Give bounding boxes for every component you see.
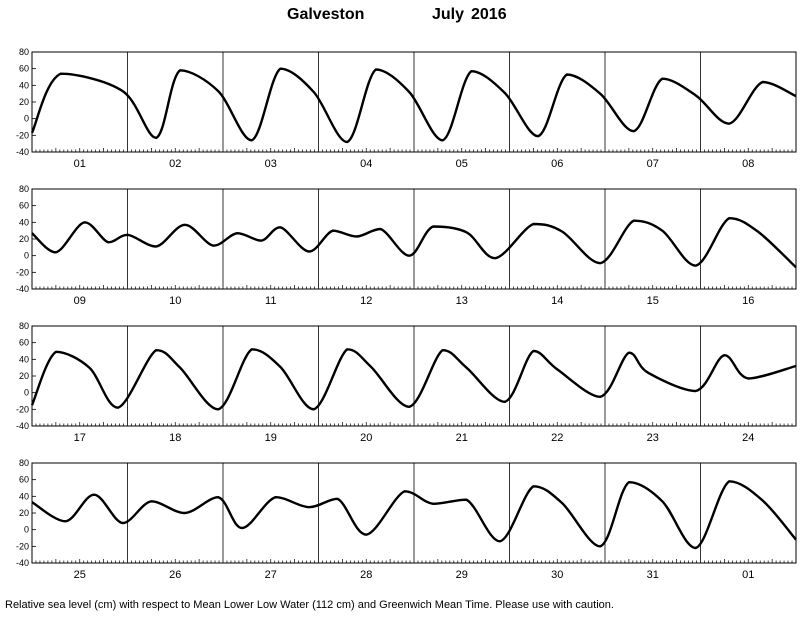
day-label: 20	[360, 432, 372, 444]
y-tick-label: 0	[24, 114, 29, 124]
day-label: 26	[169, 569, 181, 581]
day-label: 21	[456, 432, 468, 444]
day-label: 09	[74, 295, 86, 307]
day-label: 05	[456, 158, 468, 170]
tide-curve	[31, 216, 797, 269]
day-label: 24	[742, 432, 754, 444]
footer-note: Relative sea level (cm) with respect to …	[5, 599, 614, 611]
day-label: 11	[265, 295, 276, 307]
y-tick-label: -20	[16, 130, 29, 140]
day-label: 06	[551, 158, 563, 170]
day-label: 15	[647, 295, 659, 307]
day-label: 27	[265, 569, 277, 581]
day-label: 10	[169, 295, 181, 307]
tide-panel-4: -40 -20 0 20 40 60 80 25 26 27 28 29 30 31 01	[16, 458, 797, 581]
tide-panel-3: -40 -20 0 20 40 60 80 17 18 19 20 21 22 23 24	[16, 321, 797, 444]
y-tick-label: 20	[19, 234, 29, 244]
day-label: 22	[551, 432, 563, 444]
day-label: 17	[74, 432, 86, 444]
y-tick-label: -40	[16, 558, 29, 568]
day-label: 19	[265, 432, 277, 444]
y-tick-label: 60	[19, 64, 29, 74]
day-label: 14	[551, 295, 563, 307]
y-tick-label: 80	[19, 47, 29, 57]
y-tick-label: 80	[19, 458, 29, 468]
tide-panel-2: -40 -20 0 20 40 60 80 09 10 11 12 13 14 15 16	[16, 184, 797, 307]
y-tick-label: -40	[16, 147, 29, 157]
tide-curve	[31, 480, 797, 550]
day-label: 02	[169, 158, 181, 170]
chart-title-year: 2016	[471, 6, 507, 23]
day-label: 13	[456, 295, 468, 307]
y-tick-label: -40	[16, 284, 29, 294]
day-label: 01	[74, 158, 86, 170]
day-label: 18	[169, 432, 181, 444]
day-label: 23	[647, 432, 659, 444]
y-tick-label: 20	[19, 508, 29, 518]
tide-curve	[30, 67, 797, 144]
day-label: 08	[742, 158, 754, 170]
y-tick-label: 40	[19, 491, 29, 501]
day-label: 16	[742, 295, 754, 307]
y-tick-label: -40	[16, 421, 29, 431]
y-tick-label: -20	[16, 267, 29, 277]
chart-title-station: Galveston	[287, 6, 365, 23]
chart-title-month: July	[432, 6, 465, 23]
tide-curve	[30, 348, 797, 411]
y-tick-label: 80	[19, 184, 29, 194]
y-tick-label: -20	[16, 404, 29, 414]
y-tick-label: 40	[19, 354, 29, 364]
y-tick-label: 80	[19, 321, 29, 331]
y-tick-label: 0	[24, 388, 29, 398]
y-tick-label: -20	[16, 541, 29, 551]
y-tick-label: 60	[19, 201, 29, 211]
day-label: 28	[360, 569, 372, 581]
y-tick-label: 40	[19, 80, 29, 90]
day-label: 04	[360, 158, 372, 170]
day-label: 07	[647, 158, 659, 170]
y-tick-label: 0	[24, 251, 29, 261]
day-label: 01	[742, 569, 754, 581]
y-tick-label: 40	[19, 217, 29, 227]
day-label: 12	[360, 295, 372, 307]
y-tick-label: 60	[19, 338, 29, 348]
day-label: 30	[551, 569, 563, 581]
y-tick-label: 60	[19, 475, 29, 485]
y-tick-label: 0	[24, 525, 29, 535]
day-label: 29	[456, 569, 468, 581]
y-tick-label: 20	[19, 371, 29, 381]
y-tick-label: 20	[19, 97, 29, 107]
day-label: 25	[74, 569, 86, 581]
day-label: 31	[647, 569, 659, 581]
day-label: 03	[265, 158, 277, 170]
tide-panel-1: -40 -20 0 20 40 60 80 01 02 03 04 05 06 07 08	[16, 47, 797, 170]
